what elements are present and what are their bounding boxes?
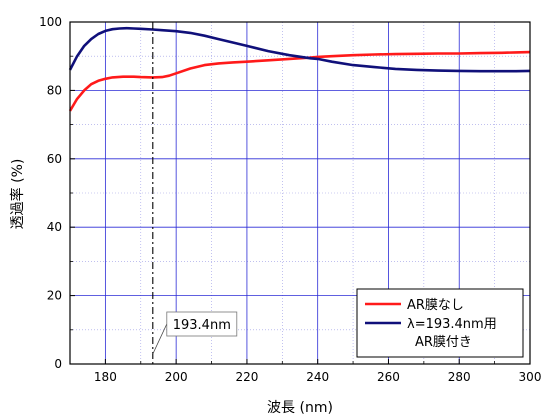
- annotation-label: 193.4nm: [173, 318, 231, 333]
- x-tick-label-180: 180: [94, 370, 117, 384]
- y-tick-label-40: 40: [47, 220, 62, 234]
- y-axis-label: 透過率 (%): [9, 159, 26, 230]
- x-tick-label-220: 220: [235, 370, 258, 384]
- x-tick-label-260: 260: [377, 370, 400, 384]
- legend: AR膜なし λ=193.4nm用 AR膜付き: [356, 288, 524, 358]
- legend-label-2: λ=193.4nm用: [407, 317, 497, 332]
- tick-layer: 180 200 220 240 260 280 300 0 20 40 60 80 100: [39, 15, 541, 384]
- series-layer: [68, 26, 531, 112]
- y-tick-label-100: 100: [39, 15, 62, 29]
- annotation-layer: 193.4nm: [152, 22, 238, 364]
- y-tick-label-0: 0: [54, 357, 62, 371]
- legend-label-2-line2: AR膜付き: [415, 335, 472, 350]
- x-tick-label-240: 240: [306, 370, 329, 384]
- x-axis-label: 波長 (nm): [267, 400, 333, 416]
- annotation-box: [166, 311, 238, 337]
- x-tick-label-280: 280: [448, 370, 471, 384]
- series-line-1: [68, 50, 531, 112]
- y-tick-label-20: 20: [47, 289, 62, 303]
- y-tick-label-80: 80: [47, 83, 62, 97]
- series-line-2: [68, 26, 531, 73]
- y-tick-label-60: 60: [47, 152, 62, 166]
- legend-label-1: AR膜なし: [407, 298, 464, 313]
- x-tick-label-300: 300: [519, 370, 542, 384]
- legend-box: [356, 288, 524, 358]
- annotation-leader: [152, 323, 168, 355]
- x-tick-label-200: 200: [165, 370, 188, 384]
